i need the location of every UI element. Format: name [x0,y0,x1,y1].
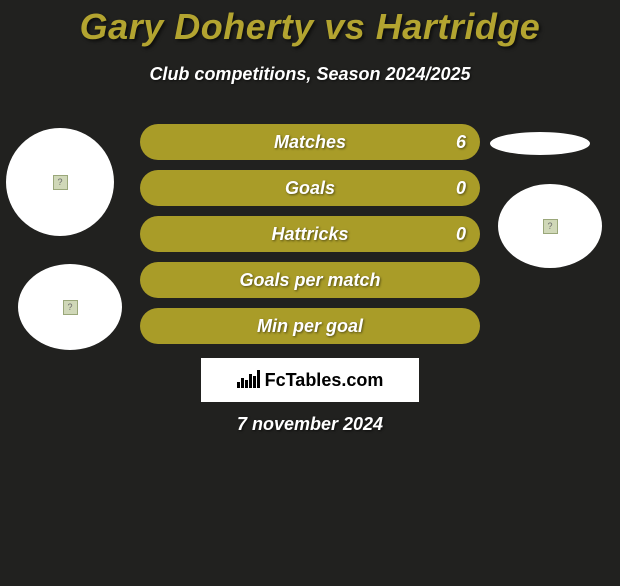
broken-image-icon: ? [63,300,78,315]
chart-bars-icon [237,368,261,393]
page-title: Gary Doherty vs Hartridge [0,6,620,48]
brand-box: FcTables.com [201,358,419,402]
stat-label: Hattricks [140,216,480,252]
player-photo-left-top: ? [6,128,114,236]
stat-row-min-per-goal: Min per goal [140,308,480,344]
brand-text: FcTables.com [237,368,384,393]
player-photo-right-top [490,132,590,155]
subtitle: Club competitions, Season 2024/2025 [0,64,620,85]
date-text: 7 november 2024 [0,414,620,435]
broken-image-icon: ? [53,175,68,190]
stat-right-value: 6 [456,124,466,160]
stat-right-value: 0 [456,170,466,206]
broken-image-icon: ? [543,219,558,234]
stat-row-matches: Matches 6 [140,124,480,160]
stat-label: Goals [140,170,480,206]
player-photo-right-bottom: ? [498,184,602,268]
stat-label: Goals per match [140,262,480,298]
brand-label: FcTables.com [265,370,384,391]
stat-label: Min per goal [140,308,480,344]
stat-row-hattricks: Hattricks 0 [140,216,480,252]
stat-right-value: 0 [456,216,466,252]
stat-row-goals: Goals 0 [140,170,480,206]
stat-label: Matches [140,124,480,160]
player-photo-left-bottom: ? [18,264,122,350]
stat-row-goals-per-match: Goals per match [140,262,480,298]
